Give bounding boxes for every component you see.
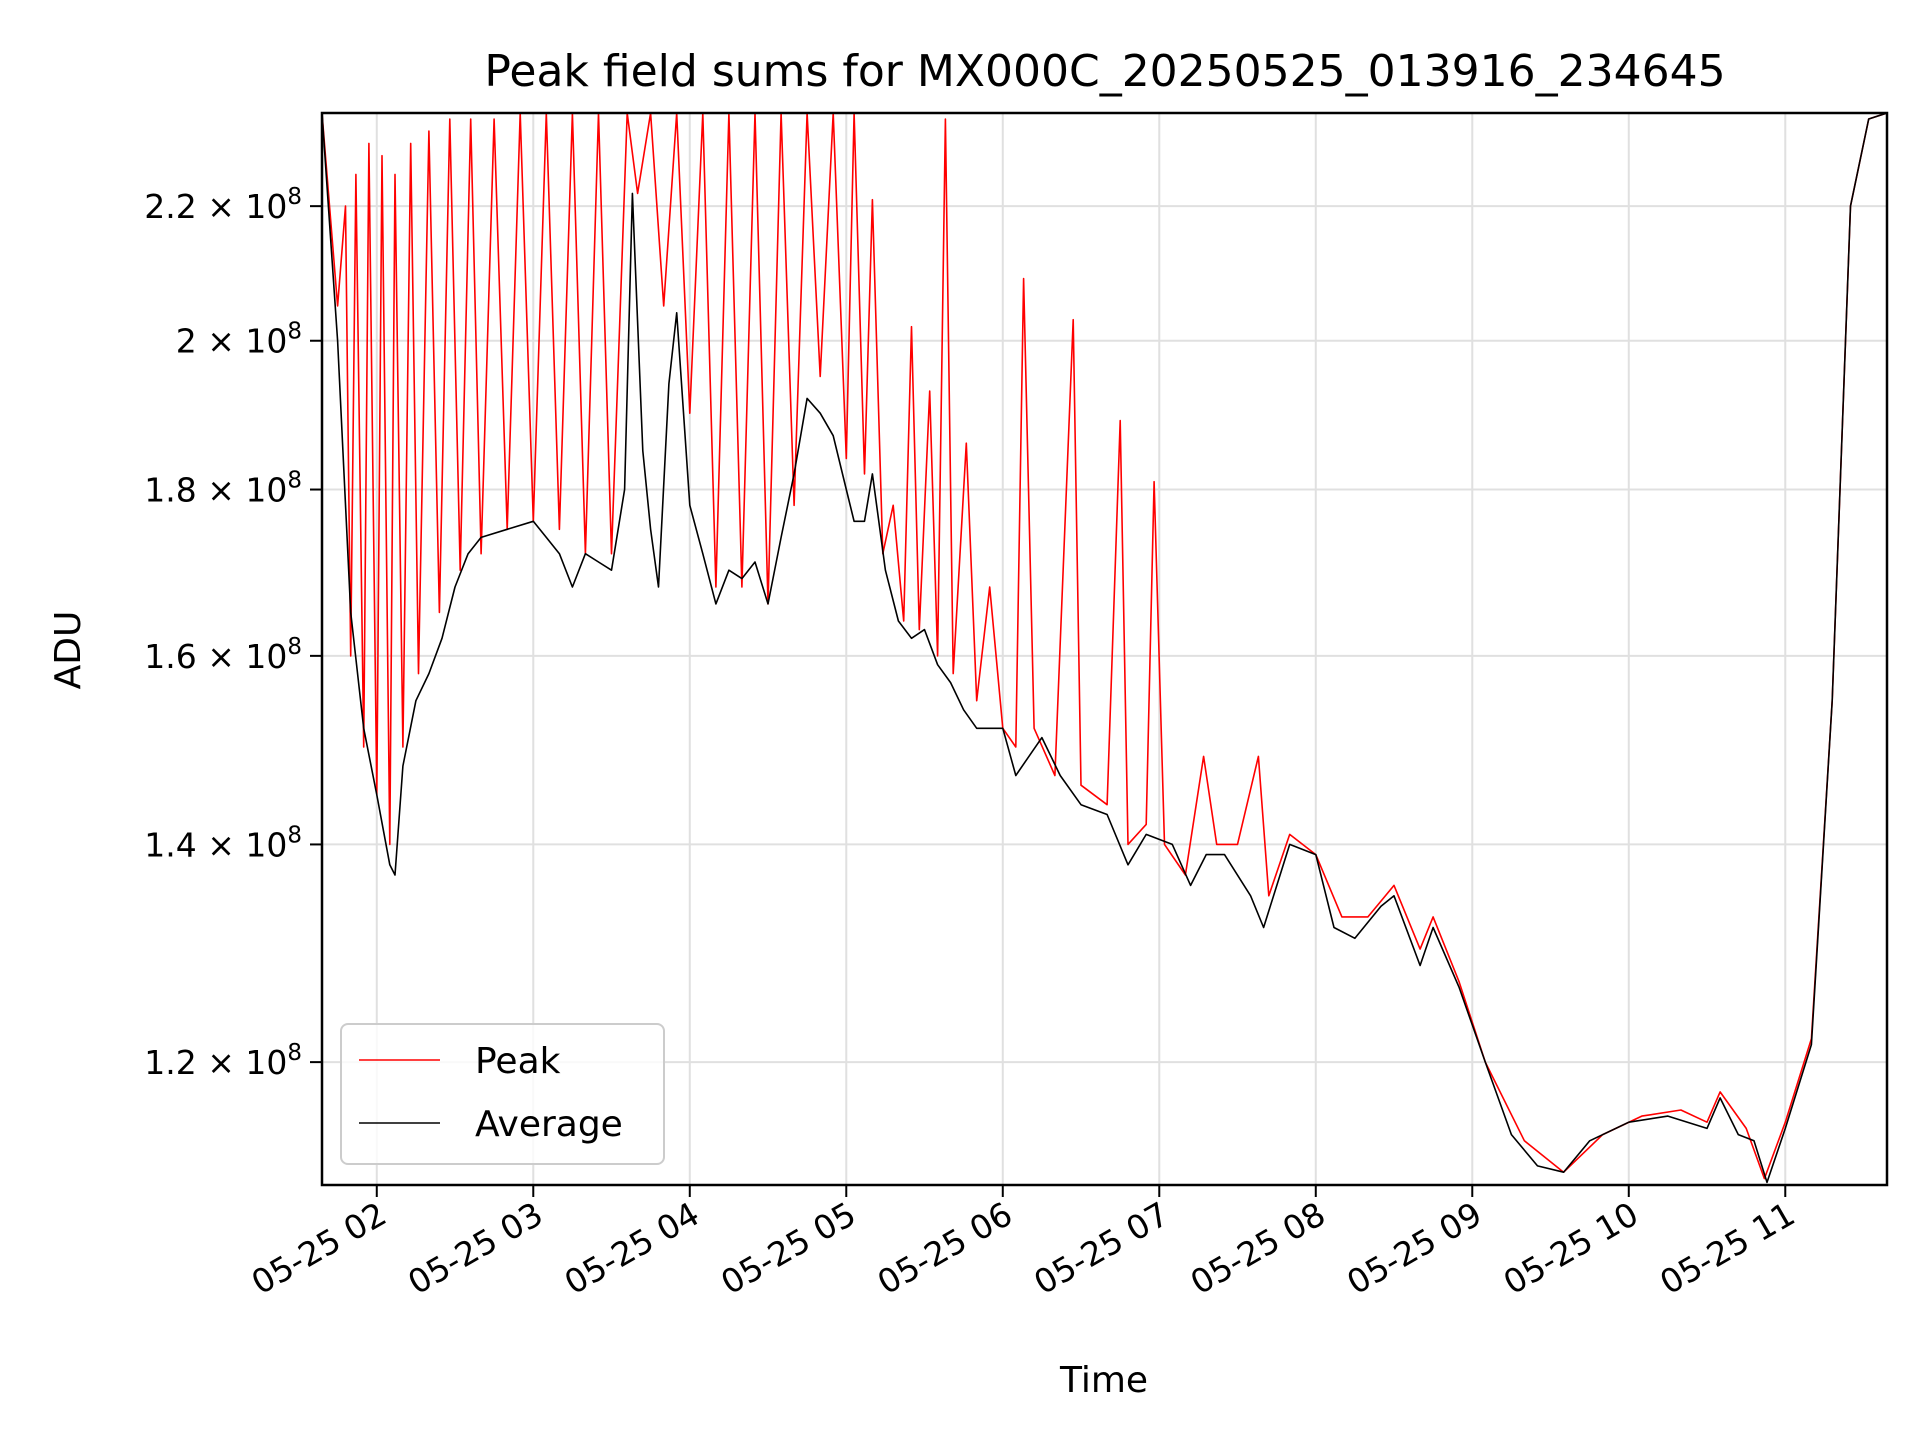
series-layer <box>322 113 1887 1184</box>
plot-frame <box>320 111 1889 1187</box>
y-tick-mantissa: 1.6 <box>144 637 196 676</box>
y-tick-exponent: 8 <box>287 319 302 345</box>
series-line-average <box>322 113 1887 1184</box>
y-tick-exponent: 8 <box>287 1040 302 1066</box>
y-tick-exponent: 8 <box>287 468 302 494</box>
y-tick-mantissa: 1.2 <box>144 1043 196 1082</box>
y-tick-label: 2 × 108 <box>176 319 302 361</box>
y-tick-mantissa: 2.2 <box>144 187 196 226</box>
y-tick-label: 1.8 × 108 <box>144 468 302 510</box>
legend-label-peak: Peak <box>475 1041 561 1082</box>
grid <box>322 113 1887 1185</box>
legend-box <box>340 1023 665 1165</box>
y-tick-mantissa: 1.8 <box>144 471 196 510</box>
y-axis-label: ADU <box>48 611 89 690</box>
y-tick-mantissa: 1.4 <box>144 825 196 864</box>
legend: Peak Average <box>340 1023 665 1165</box>
y-tick-label: 2.2 × 108 <box>144 184 302 226</box>
y-tick-mantissa: 2 <box>176 322 197 361</box>
y-tick-exponent: 8 <box>287 184 302 210</box>
legend-label-average: Average <box>475 1104 623 1145</box>
y-tick-label: 1.6 × 108 <box>144 634 302 676</box>
x-axis-label: Time <box>1059 1360 1148 1401</box>
chart-title: Peak field sums for MX000C_20250525_0139… <box>484 46 1725 97</box>
y-axis: 1.2 × 108 1.4 × 108 1.6 × 108 1.8 × 108 2 × … <box>144 184 322 1082</box>
series-line-peak <box>322 113 1887 1180</box>
y-tick-label: 1.4 × 108 <box>144 822 302 864</box>
y-tick-label: 1.2 × 108 <box>144 1040 302 1082</box>
y-tick-exponent: 8 <box>287 634 302 660</box>
y-tick-exponent: 8 <box>287 822 302 848</box>
